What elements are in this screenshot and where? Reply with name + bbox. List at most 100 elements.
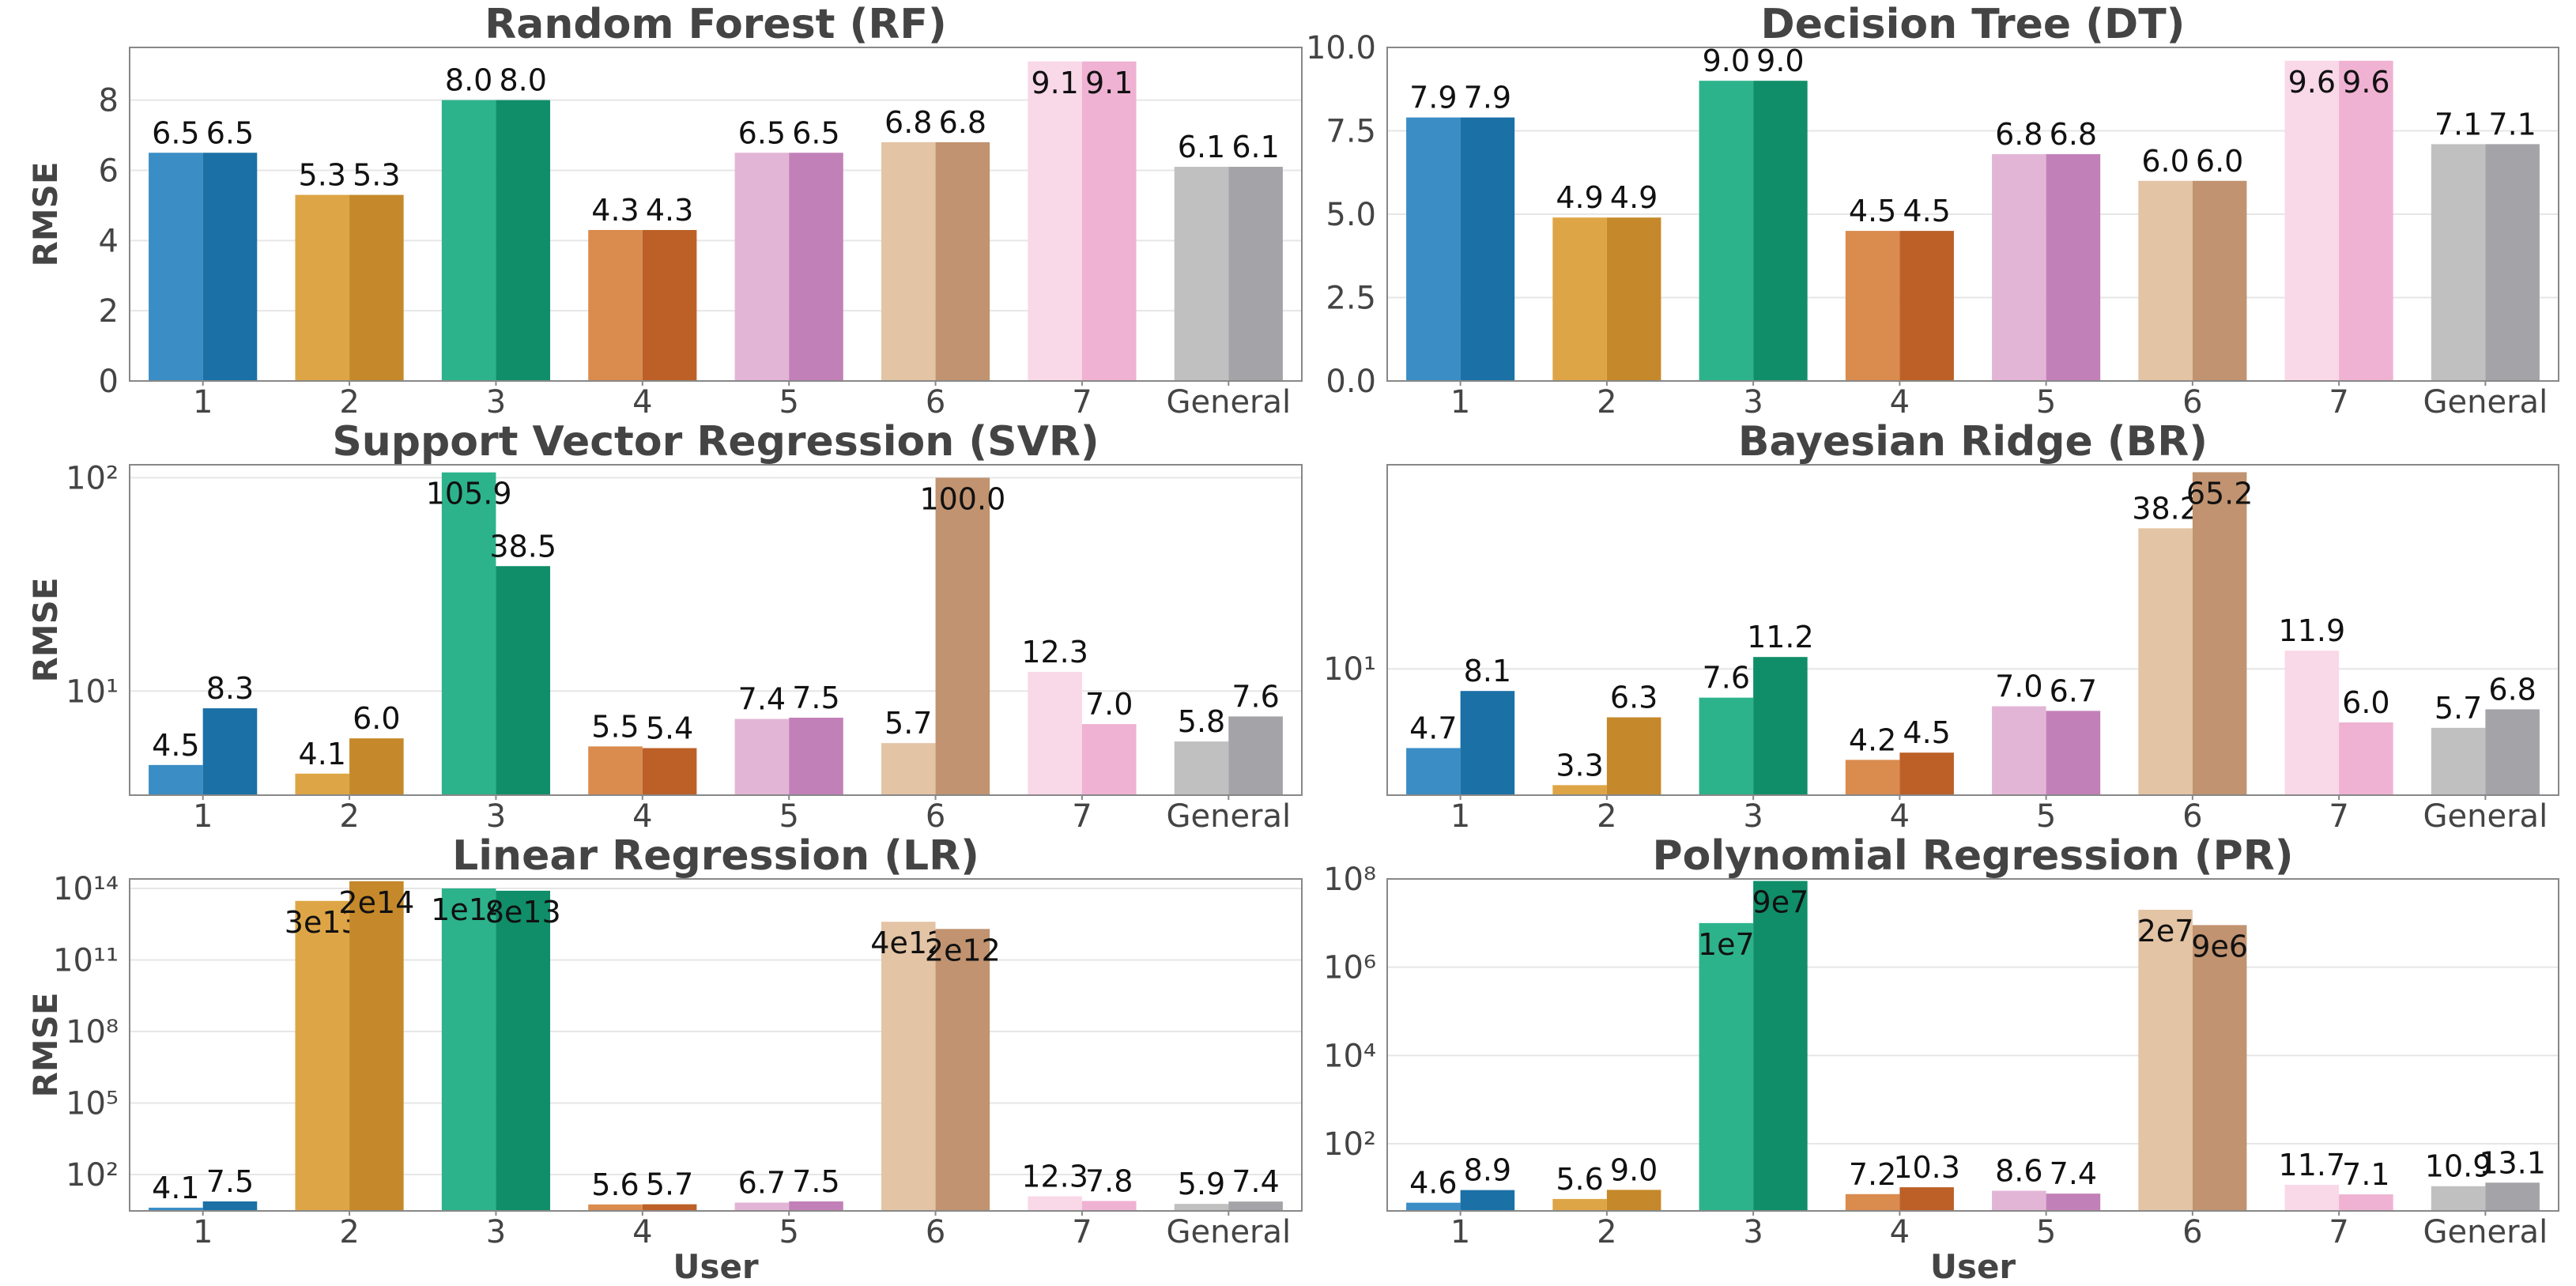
value-label: 11.9 bbox=[2279, 613, 2346, 648]
bar-series-a-6 bbox=[2138, 180, 2193, 381]
plot-frame bbox=[1386, 464, 2559, 796]
bar-series-b-7 bbox=[1081, 724, 1137, 795]
bar-series-b-6 bbox=[2192, 180, 2247, 381]
y-tick-label: 8 bbox=[99, 83, 119, 119]
value-label: 8.0 bbox=[500, 63, 547, 98]
bar-series-a-5 bbox=[734, 1202, 790, 1211]
bar-series-a-5 bbox=[734, 718, 790, 795]
panel-4: 4.78.1 1 3.36.3 2 7.6 11.2 3 4.2 4.5 4 7.0 6.7 5 38.2… bbox=[1323, 418, 2559, 835]
x-tick-label: 6 bbox=[2182, 384, 2202, 420]
bar-series-a-5 bbox=[734, 153, 790, 381]
bar-series-b-1 bbox=[202, 153, 258, 381]
bar-series-a-1 bbox=[149, 764, 203, 795]
y-tick-label: 6 bbox=[99, 153, 119, 189]
value-label: 6.5 bbox=[152, 115, 199, 150]
value-label: 7.5 bbox=[792, 1164, 839, 1199]
bar-series-b-7 bbox=[2339, 1194, 2393, 1211]
value-label: 7.4 bbox=[738, 682, 786, 717]
x-tick-label: 3 bbox=[486, 384, 506, 420]
bar-series-a-general bbox=[1174, 167, 1229, 381]
value-label: 5.3 bbox=[353, 158, 400, 193]
y-tick-label: 10⁶ bbox=[1323, 950, 1376, 986]
bar-series-b-6 bbox=[2192, 472, 2247, 795]
bar-series-a-4 bbox=[1845, 231, 1900, 381]
x-tick-label: 6 bbox=[926, 1214, 945, 1250]
value-label: 4.9 bbox=[1556, 180, 1603, 215]
x-tick-label: General bbox=[2423, 1214, 2548, 1250]
bar-series-a-7 bbox=[2284, 651, 2340, 795]
panel-title: Decision Tree (DT) bbox=[1761, 1, 2186, 48]
bar-series-b-2 bbox=[1606, 717, 1661, 795]
bar-series-a-4 bbox=[588, 1204, 643, 1211]
bar-series-a-1 bbox=[149, 1207, 203, 1211]
value-label: 6.1 bbox=[1178, 130, 1225, 164]
value-label: 6.0 bbox=[353, 701, 400, 736]
panel-1: 6.5 6.515.3 5.328.0 8.034.3 4.346.5 6.556.8 6.… bbox=[26, 1, 1303, 420]
value-label: 6.5 bbox=[206, 115, 254, 150]
x-tick-label: 3 bbox=[486, 1214, 506, 1250]
x-tick-label: 5 bbox=[779, 384, 798, 420]
value-label: 1e14 bbox=[431, 892, 507, 927]
value-label: 4.5 bbox=[1903, 715, 1950, 750]
value-label: 9e7 bbox=[1752, 885, 1809, 920]
value-label: 7.2 bbox=[1849, 1157, 1896, 1192]
bar-series-b-4 bbox=[1899, 752, 1954, 795]
y-tick-label: 10¹⁴ bbox=[53, 871, 119, 907]
value-label: 6.8 bbox=[2050, 117, 2097, 152]
bar-series-b-6 bbox=[935, 141, 990, 382]
x-tick-label: 3 bbox=[1743, 384, 1763, 420]
y-tick-label: 2.5 bbox=[1326, 281, 1376, 317]
value-label: 6.0 bbox=[2342, 685, 2389, 720]
bar-series-a-3 bbox=[1699, 81, 1754, 381]
plot-frame bbox=[129, 464, 1303, 796]
value-label: 4.7 bbox=[1409, 711, 1457, 745]
bar-series-a-1 bbox=[1406, 1202, 1461, 1211]
y-tick-label: 10⁸ bbox=[1323, 862, 1376, 898]
value-label: 9.1 bbox=[1085, 66, 1133, 100]
panel-3: 4.58.3 1 4.16.0 2 105.9 38.5 3 5.5 5.4 4 7.4 7.5 5 5.… bbox=[26, 418, 1303, 835]
value-label: 4.5 bbox=[1903, 194, 1950, 228]
x-tick-label: 5 bbox=[2036, 384, 2056, 420]
x-tick-label: General bbox=[1166, 798, 1291, 835]
bar-series-a-5 bbox=[1992, 706, 2046, 795]
bar-series-a-6 bbox=[881, 743, 936, 795]
value-label: 7.9 bbox=[1464, 81, 1511, 115]
bar-series-a-1 bbox=[1406, 117, 1461, 381]
bar-series-b-3 bbox=[496, 566, 551, 795]
bar-series-b-1 bbox=[1460, 1190, 1515, 1211]
value-label: 8e13 bbox=[485, 895, 561, 930]
value-label: 6.8 bbox=[2488, 672, 2536, 707]
value-label: 7.5 bbox=[792, 681, 839, 715]
bar-series-b-4 bbox=[642, 229, 697, 381]
bar-series-a-7 bbox=[1028, 1196, 1082, 1211]
value-label: 6.7 bbox=[2050, 673, 2097, 708]
x-tick-label: 7 bbox=[1072, 1214, 1092, 1250]
bar-series-a-general bbox=[1174, 741, 1229, 795]
y-tick-label: 10² bbox=[66, 1157, 119, 1194]
x-tick-label: 2 bbox=[1597, 384, 1616, 420]
bar-series-b-4 bbox=[1899, 231, 1954, 381]
y-tick-label: 10¹ bbox=[66, 673, 119, 710]
x-tick-label: 7 bbox=[2329, 1214, 2348, 1250]
bar-series-a-2 bbox=[295, 194, 350, 381]
bar-series-a-general bbox=[2431, 1186, 2486, 1211]
bar-series-a-6 bbox=[881, 141, 936, 382]
value-label: 2e14 bbox=[338, 885, 414, 920]
bar-series-a-6 bbox=[2138, 910, 2193, 1211]
x-tick-label: 7 bbox=[1072, 384, 1092, 420]
value-label: 105.9 bbox=[426, 477, 512, 511]
y-tick-label: 10¹¹ bbox=[53, 943, 119, 979]
value-label: 6.8 bbox=[884, 105, 932, 140]
bar-series-a-3 bbox=[1699, 922, 1754, 1211]
bar-series-b-3 bbox=[1753, 657, 1808, 795]
value-label: 12.3 bbox=[1021, 635, 1088, 669]
bar-series-b-1 bbox=[202, 708, 258, 795]
value-label: 9.6 bbox=[2342, 65, 2389, 100]
bar-series-b-6 bbox=[935, 477, 990, 795]
bar-series-a-3 bbox=[441, 100, 496, 381]
value-label: 3.3 bbox=[1556, 748, 1603, 783]
value-label: 7.4 bbox=[2050, 1156, 2097, 1191]
value-label: 6.8 bbox=[939, 105, 986, 140]
plot-frame bbox=[1386, 878, 2559, 1212]
y-tick-label: 10⁵ bbox=[66, 1086, 119, 1122]
